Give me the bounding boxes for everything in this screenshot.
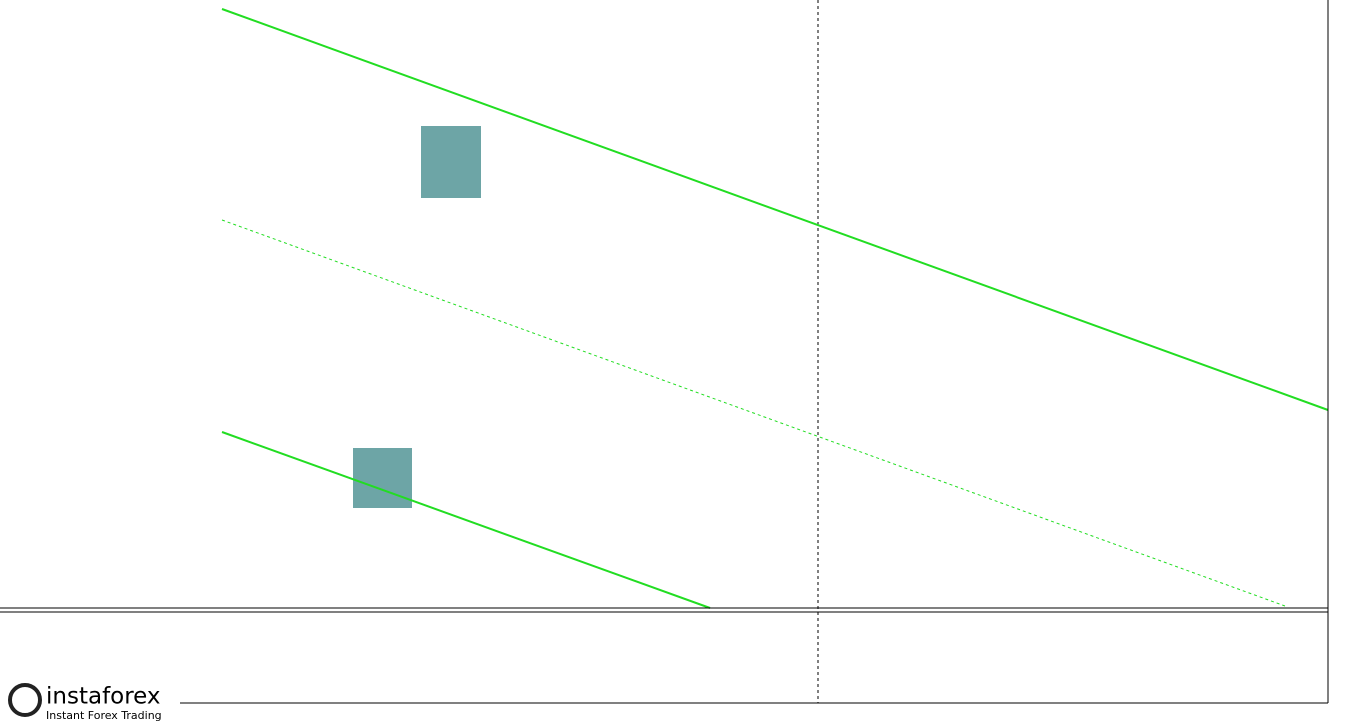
trend-line — [221, 219, 1286, 607]
trend-line — [221, 431, 711, 609]
trend-line — [221, 8, 1329, 411]
zone-box — [353, 448, 412, 508]
zone-box — [421, 126, 481, 198]
logo: instaforex Instant Forex Trading — [0, 680, 180, 724]
logo-icon — [8, 683, 42, 717]
logo-tagline: Instant Forex Trading — [46, 709, 162, 722]
logo-name: instaforex — [46, 684, 161, 710]
